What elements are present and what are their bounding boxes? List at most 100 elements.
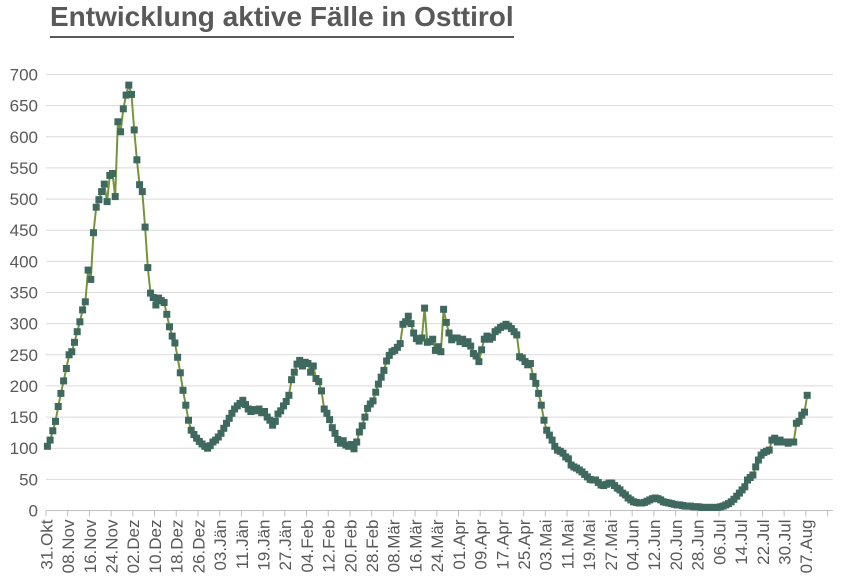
x-axis-label: 19.Jän bbox=[254, 520, 273, 571]
x-axis-label: 25.Apr bbox=[515, 519, 534, 569]
y-axis-label: 700 bbox=[10, 66, 38, 85]
data-point-marker bbox=[152, 301, 160, 309]
data-point-marker bbox=[144, 264, 152, 272]
data-point-marker bbox=[84, 266, 92, 274]
x-axis-label: 16.Nov bbox=[81, 519, 100, 573]
y-axis-label: 50 bbox=[19, 470, 38, 489]
data-point-marker bbox=[174, 353, 182, 361]
data-point-marker bbox=[410, 329, 418, 337]
data-point-marker bbox=[133, 156, 141, 164]
y-axis-label: 200 bbox=[10, 377, 38, 396]
data-point-marker bbox=[320, 405, 328, 413]
x-axis-label: 12.Jun bbox=[645, 520, 664, 571]
x-axis-label: 12.Feb bbox=[320, 520, 339, 573]
data-point-marker bbox=[168, 332, 176, 340]
x-axis-label: 01.Apr bbox=[450, 519, 469, 569]
x-axis-label: 20.Jun bbox=[667, 520, 686, 571]
data-point-marker bbox=[220, 424, 228, 432]
data-point-marker bbox=[453, 334, 461, 342]
data-point-marker bbox=[117, 128, 125, 136]
data-point-marker bbox=[374, 380, 382, 388]
data-point-marker bbox=[282, 398, 290, 405]
data-point-marker bbox=[459, 335, 467, 343]
data-point-marker bbox=[163, 310, 171, 318]
x-axis-label: 24.Mär bbox=[428, 519, 447, 572]
data-point-marker bbox=[771, 434, 779, 442]
data-point-marker bbox=[331, 429, 339, 437]
data-point-marker bbox=[285, 391, 293, 399]
data-point-marker bbox=[404, 312, 412, 320]
data-point-marker bbox=[288, 376, 296, 384]
x-axis-label: 02.Dez bbox=[124, 520, 143, 574]
data-point-marker bbox=[559, 449, 567, 457]
data-point-marker bbox=[160, 299, 168, 306]
x-axis-label: 20.Feb bbox=[341, 520, 360, 573]
y-axis-label: 600 bbox=[10, 128, 38, 147]
data-point-marker bbox=[551, 442, 559, 450]
data-point-marker bbox=[296, 356, 304, 364]
data-point-marker bbox=[182, 401, 190, 409]
data-point-marker bbox=[518, 354, 526, 362]
data-point-marker bbox=[299, 362, 306, 370]
data-point-marker bbox=[95, 196, 103, 204]
data-point-marker bbox=[52, 417, 59, 425]
data-point-marker bbox=[385, 351, 393, 359]
data-point-marker bbox=[431, 346, 439, 354]
data-point-marker bbox=[141, 223, 149, 231]
y-axis-label: 550 bbox=[10, 159, 38, 178]
data-point-marker bbox=[304, 360, 312, 367]
x-axis-label: 03.Mai bbox=[537, 520, 556, 571]
data-point-marker bbox=[269, 421, 277, 429]
x-axis-label: 24.Nov bbox=[102, 519, 121, 573]
data-point-marker bbox=[475, 358, 483, 366]
data-point-marker bbox=[369, 397, 377, 405]
data-point-marker bbox=[801, 408, 808, 416]
data-point-marker bbox=[318, 387, 325, 395]
data-point-marker bbox=[429, 335, 437, 343]
data-point-marker bbox=[166, 323, 173, 331]
data-point-marker bbox=[437, 348, 445, 356]
data-point-marker bbox=[49, 427, 57, 435]
data-point-marker bbox=[795, 417, 803, 425]
y-axis-label: 650 bbox=[10, 97, 38, 116]
data-point-marker bbox=[190, 431, 198, 438]
x-axis-label: 28.Feb bbox=[363, 520, 382, 573]
x-axis-label: 10.Dez bbox=[146, 520, 165, 574]
data-point-marker bbox=[79, 306, 87, 314]
data-point-marker bbox=[176, 369, 184, 377]
data-point-marker bbox=[543, 426, 551, 434]
data-point-marker bbox=[350, 445, 358, 453]
data-point-marker bbox=[81, 298, 89, 306]
data-point-marker bbox=[445, 329, 453, 337]
data-point-marker bbox=[472, 352, 480, 360]
data-point-marker bbox=[114, 118, 122, 126]
data-point-marker bbox=[315, 378, 323, 386]
data-point-marker bbox=[54, 403, 62, 410]
data-point-marker bbox=[271, 417, 279, 425]
data-point-marker bbox=[440, 305, 448, 313]
data-point-marker bbox=[307, 368, 315, 376]
data-point-marker bbox=[92, 203, 100, 211]
x-axis-label: 14.Jul bbox=[732, 520, 751, 565]
data-point-marker bbox=[326, 416, 334, 424]
data-point-marker bbox=[545, 431, 553, 439]
x-axis-label: 16.Mär bbox=[406, 519, 425, 572]
data-point-marker bbox=[358, 422, 366, 430]
data-point-marker bbox=[564, 455, 572, 463]
y-axis-label: 100 bbox=[10, 439, 38, 458]
x-axis-label: 06.Jul bbox=[710, 520, 729, 565]
data-point-marker bbox=[206, 442, 214, 450]
data-point-marker bbox=[364, 404, 372, 412]
data-point-marker bbox=[261, 408, 268, 415]
data-point-marker bbox=[98, 188, 106, 196]
x-axis-label: 08.Nov bbox=[59, 519, 78, 573]
data-point-marker bbox=[122, 91, 130, 99]
data-point-marker bbox=[217, 429, 225, 437]
x-axis-label: 11.Jän bbox=[233, 520, 252, 570]
y-axis-label: 500 bbox=[10, 190, 38, 209]
data-point-marker bbox=[293, 360, 301, 368]
data-point-marker bbox=[228, 409, 236, 417]
data-point-marker bbox=[548, 436, 556, 444]
x-axis-label: 11.Mai bbox=[558, 520, 577, 570]
